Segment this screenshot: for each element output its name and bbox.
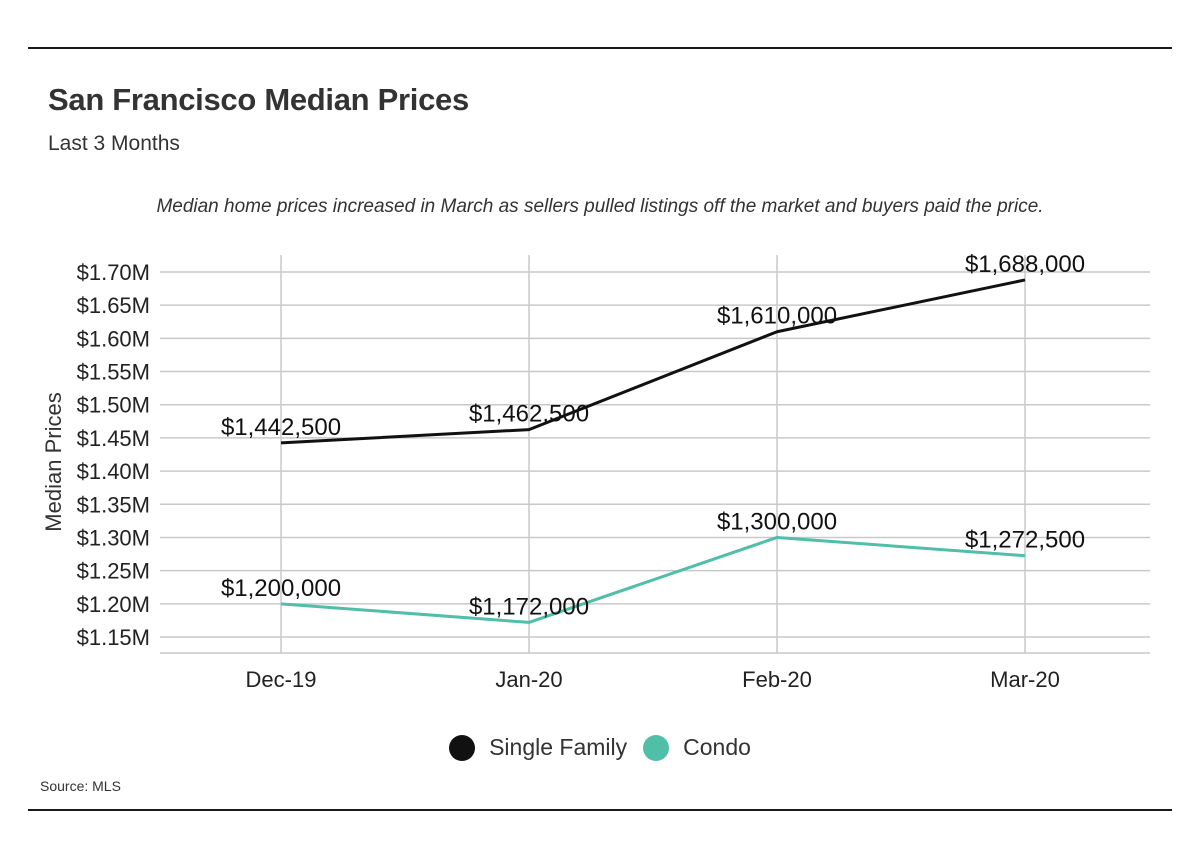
data-label-condo: $1,200,000 <box>221 575 341 602</box>
y-axis-label: Median Prices <box>41 392 66 531</box>
y-tick-label: $1.20M <box>77 592 150 617</box>
top-rule <box>28 47 1172 49</box>
legend-swatch-single-family <box>449 734 476 761</box>
y-tick-label: $1.55M <box>77 360 150 385</box>
y-tick-label: $1.15M <box>77 625 150 650</box>
y-tick-label: $1.65M <box>77 293 150 318</box>
source-note: Source: MLS <box>40 778 121 794</box>
y-tick-label: $1.40M <box>77 459 150 484</box>
data-label-single-family: $1,462,500 <box>469 401 589 428</box>
legend-item-single-family: Single Family <box>449 734 627 761</box>
y-tick-label: $1.70M <box>77 260 150 285</box>
series-line-single-family <box>280 278 1026 445</box>
chart-title: San Francisco Median Prices <box>48 82 469 117</box>
legend-label-condo: Condo <box>683 734 751 760</box>
series-line-condo <box>280 535 1026 624</box>
legend-item-condo: Condo <box>643 734 751 761</box>
chart-subtitle: Last 3 Months <box>48 132 180 155</box>
x-tick-label: Dec-19 <box>246 667 317 692</box>
y-tick-label: $1.60M <box>77 326 150 351</box>
bottom-rule <box>28 809 1172 811</box>
data-label-condo: $1,300,000 <box>717 508 837 535</box>
data-label-single-family: $1,610,000 <box>717 303 837 330</box>
legend-swatch-condo <box>643 734 670 761</box>
x-tick-label: Mar-20 <box>990 667 1060 692</box>
legend-label-single-family: Single Family <box>489 734 628 760</box>
data-label-condo: $1,172,000 <box>469 593 589 620</box>
data-label-single-family: $1,442,500 <box>221 414 341 441</box>
y-tick-label: $1.50M <box>77 393 150 418</box>
y-tick-label: $1.25M <box>77 559 150 584</box>
x-tick-label: Jan-20 <box>495 667 562 692</box>
data-label-condo: $1,272,500 <box>965 527 1085 554</box>
y-tick-label: $1.35M <box>77 492 150 517</box>
chart-note: Median home prices increased in March as… <box>156 196 1044 217</box>
legend: Single Family Condo <box>0 734 1200 761</box>
y-tick-label: $1.30M <box>77 525 150 550</box>
data-label-single-family: $1,688,000 <box>965 251 1085 278</box>
y-tick-label: $1.45M <box>77 426 150 451</box>
x-tick-label: Feb-20 <box>742 667 812 692</box>
